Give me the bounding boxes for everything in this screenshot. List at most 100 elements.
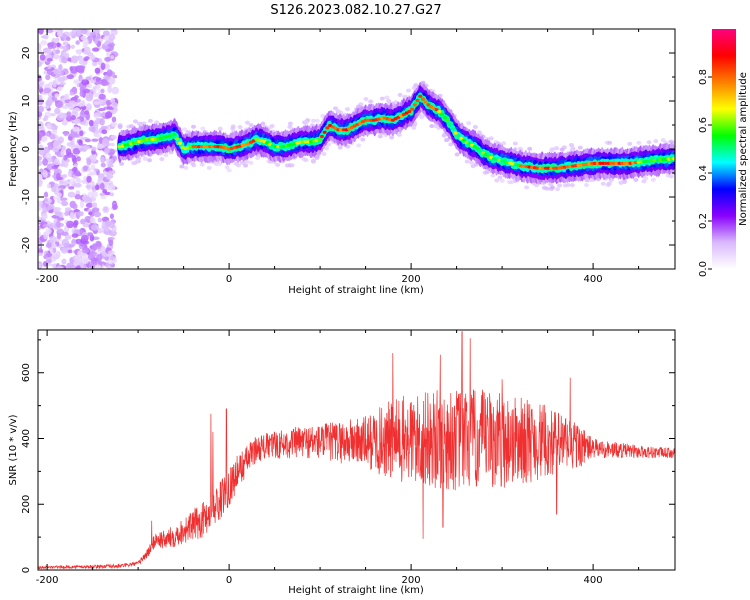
noise-speckle <box>56 42 61 48</box>
halo-speckle <box>248 160 254 165</box>
spectrogram-xtick-label: -200 <box>36 274 59 285</box>
halo-speckle <box>119 161 125 166</box>
noise-speckle <box>67 191 76 198</box>
spectrogram-axes: -200 0 200 400 -20 -10 0 10 20 <box>21 28 675 285</box>
snr-xlabel: Height of straight line (km) <box>288 585 424 596</box>
noise-speckle <box>96 143 104 150</box>
snr-ytick-label: 0 <box>21 567 32 573</box>
noise-speckle <box>111 116 117 123</box>
noise-speckle <box>38 98 44 106</box>
noise-speckle <box>100 156 105 164</box>
noise-speckle <box>67 249 73 254</box>
spectrogram-marks <box>38 29 675 269</box>
noise-speckle <box>73 79 80 85</box>
noise-speckle <box>45 74 51 81</box>
noise-speckle <box>109 255 115 261</box>
halo-speckle <box>464 159 470 164</box>
noise-speckle <box>80 100 86 107</box>
halo-speckle <box>641 179 647 184</box>
halo-speckle <box>668 139 674 144</box>
noise-speckle <box>70 44 75 49</box>
halo-speckle <box>136 121 142 126</box>
halo-speckle <box>488 136 494 141</box>
halo-speckle <box>260 121 266 126</box>
noise-speckle <box>76 29 83 36</box>
halo-speckle <box>248 123 254 128</box>
noise-speckle <box>45 243 52 248</box>
snr-xtick-label: 0 <box>226 575 232 586</box>
noise-speckle <box>47 65 52 70</box>
noise-speckle <box>89 92 94 98</box>
halo-speckle <box>217 126 223 131</box>
ridge-core <box>456 134 461 138</box>
noise-speckle <box>79 130 84 137</box>
halo-speckle <box>584 182 590 187</box>
halo-speckle <box>490 173 496 178</box>
noise-speckle <box>68 178 76 183</box>
snr-xtick-label: 200 <box>402 575 421 586</box>
halo-speckle <box>386 99 392 104</box>
noise-speckle <box>43 191 49 198</box>
halo-speckle <box>224 165 230 170</box>
noise-speckle <box>94 264 102 269</box>
noise-speckle <box>84 56 90 60</box>
noise-speckle <box>102 76 110 80</box>
halo-speckle <box>379 96 385 101</box>
noise-speckle <box>107 164 114 168</box>
halo-speckle <box>384 95 390 100</box>
noise-speckle <box>38 43 42 51</box>
noise-speckle <box>56 176 64 181</box>
noise-speckle <box>49 236 57 243</box>
noise-speckle <box>53 39 60 44</box>
ridge-core <box>478 149 483 153</box>
halo-speckle <box>495 141 501 146</box>
noise-speckle <box>83 195 90 203</box>
colorbar-tick-label: 0.2 <box>698 213 709 229</box>
halo-speckle <box>314 155 320 160</box>
ridge-core <box>453 131 458 135</box>
halo-speckle <box>448 142 454 147</box>
halo-speckle <box>484 169 490 174</box>
noise-speckle <box>61 120 68 126</box>
halo-speckle <box>287 124 293 129</box>
snr-axes: -200 0 200 400 0 200 400 600 <box>21 330 675 586</box>
noise-speckle <box>38 180 42 187</box>
noise-speckle <box>45 228 52 235</box>
noise-speckle <box>79 200 85 209</box>
noise-speckle <box>69 211 75 220</box>
noise-speckle <box>38 60 43 68</box>
halo-speckle <box>191 124 197 129</box>
noise-speckle <box>71 233 79 238</box>
noise-speckle <box>91 126 96 133</box>
noise-speckle <box>76 156 81 162</box>
noise-speckle <box>39 54 46 61</box>
noise-speckle <box>91 47 100 52</box>
noise-speckle <box>91 138 99 142</box>
noise-speckle <box>66 36 71 42</box>
noise-speckle <box>70 140 75 146</box>
noise-speckle <box>75 178 82 184</box>
noise-speckle <box>110 97 116 104</box>
noise-speckle <box>61 258 67 265</box>
ridge-core <box>459 136 464 140</box>
ridge-core <box>472 145 477 149</box>
ridge-core <box>448 122 453 127</box>
halo-speckle <box>284 163 290 168</box>
spectrogram-xtick-label: 0 <box>226 274 232 285</box>
noise-speckle <box>69 66 74 72</box>
noise-speckle <box>61 75 69 81</box>
noise-speckle <box>110 55 115 60</box>
noise-speckle <box>74 194 82 200</box>
noise-speckle <box>68 186 75 190</box>
noise-speckle <box>38 80 45 87</box>
noise-speckle <box>83 50 89 55</box>
noise-speckle <box>51 165 58 170</box>
halo-speckle <box>117 125 123 130</box>
noise-speckle <box>77 250 84 257</box>
noise-speckle <box>63 154 68 161</box>
noise-speckle <box>43 115 49 121</box>
halo-speckle <box>154 120 160 125</box>
colorbar-tick-label: 0.0 <box>698 261 709 277</box>
halo-speckle <box>183 165 189 170</box>
